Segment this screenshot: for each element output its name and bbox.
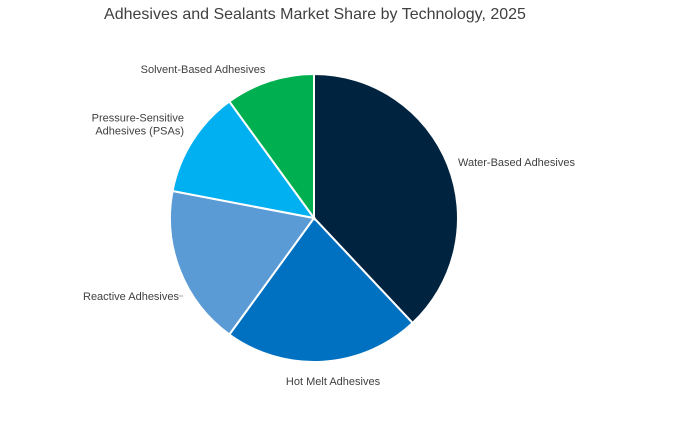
slice-label-reactive-adhesives: Reactive Adhesives bbox=[83, 291, 179, 303]
pie-slice-hot-melt-adhesives bbox=[227, 216, 414, 363]
pie-slice-solvent-based-adhesives bbox=[227, 72, 315, 222]
slice-label-water-based-adhesives: Water-Based Adhesives bbox=[458, 157, 575, 169]
pie-slice-pressure-sensitive-adhesives bbox=[171, 100, 317, 220]
slice-label-pressure-sensitive-adhesives: Pressure-Sensitive Adhesives (PSAs) bbox=[92, 113, 184, 138]
pie-slice-water-based-adhesives bbox=[313, 72, 459, 325]
slice-label-solvent-based-adhesives: Solvent-Based Adhesives bbox=[141, 64, 266, 76]
pie-slice-reactive-adhesives bbox=[169, 189, 316, 336]
slice-label-hot-melt-adhesives: Hot Melt Adhesives bbox=[286, 376, 381, 388]
chart-title: Adhesives and Sealants Market Share by T… bbox=[104, 6, 526, 23]
